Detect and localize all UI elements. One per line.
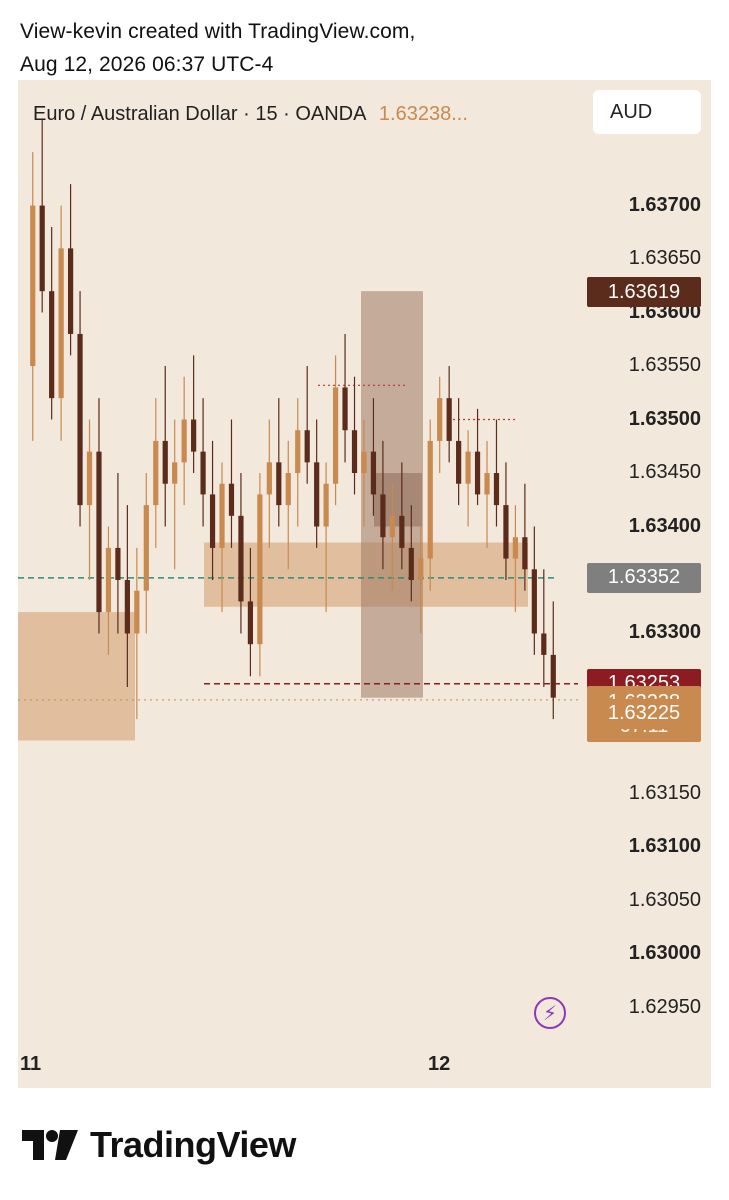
candle-body	[200, 451, 206, 495]
candle-body	[86, 451, 93, 506]
y-axis-label: 1.63050	[628, 888, 701, 911]
candle-body	[304, 430, 310, 463]
candle-body	[219, 483, 225, 548]
candle-body	[181, 419, 187, 463]
candle-body	[531, 569, 537, 634]
candle-body	[228, 483, 235, 516]
candle-body	[238, 515, 244, 602]
candle-body	[314, 462, 320, 527]
candle-body	[332, 387, 339, 484]
price-tag: 1.63619	[587, 277, 701, 308]
candle-body	[105, 547, 112, 613]
candle-body	[484, 473, 490, 495]
candle-body	[153, 440, 159, 506]
candle-body	[124, 580, 130, 634]
candle-body	[465, 451, 471, 484]
candle-body	[49, 291, 55, 399]
candle-body	[493, 473, 500, 506]
candle-body	[522, 537, 528, 570]
y-axis-label: 1.63500	[628, 407, 701, 430]
candle-body	[389, 515, 395, 538]
candle-body	[342, 387, 348, 431]
candle-body	[162, 440, 168, 484]
candle-body	[418, 558, 424, 580]
candle-body	[285, 473, 291, 506]
header-timestamp: Aug 12, 2026 06:37 UTC-4	[20, 53, 274, 76]
y-axis-label: 1.62950	[628, 995, 701, 1018]
y-axis-label: 1.63100	[628, 835, 701, 858]
x-axis-label: 11	[20, 1053, 42, 1075]
brand-name: TradingView	[90, 1124, 296, 1165]
candle-body	[96, 451, 102, 613]
brand: TradingView	[22, 1124, 296, 1166]
y-axis-label: 1.63650	[628, 247, 701, 270]
candle-body	[437, 398, 443, 441]
candle-body	[541, 633, 547, 655]
candle-body	[323, 483, 329, 527]
y-axis-label: 1.63300	[628, 621, 701, 644]
candle-body	[427, 440, 433, 559]
candle-body	[115, 547, 121, 580]
symbol-text: Euro / Australian Dollar · 15 · OANDA	[33, 103, 366, 125]
candle-body	[266, 462, 272, 495]
candle-body	[191, 419, 197, 452]
candle-body	[456, 440, 462, 484]
candle-body	[58, 248, 64, 399]
candle-body	[399, 515, 405, 548]
candle-body	[474, 451, 481, 495]
candle-body	[143, 505, 149, 591]
tradingview-logo-icon	[22, 1130, 78, 1160]
candle-body	[361, 451, 367, 474]
candle-body	[172, 462, 178, 484]
candle-body	[77, 333, 83, 506]
candle-body	[247, 601, 254, 645]
y-axis-label: 1.63550	[628, 354, 701, 377]
legend-last-price: 1.63238...	[378, 103, 468, 125]
candle-body	[276, 462, 282, 506]
candle-body	[351, 430, 358, 474]
y-axis-label: 1.63150	[628, 781, 701, 804]
y-axis-label: 1.63000	[628, 942, 701, 965]
price-tag: 1.63225	[587, 698, 701, 729]
y-axis-label: 1.63450	[628, 461, 701, 484]
currency-button[interactable]: AUD	[593, 90, 701, 134]
y-axis-label: 1.63700	[628, 193, 701, 216]
candle-body	[295, 430, 301, 474]
candle-body	[39, 205, 45, 292]
chart-legend: Euro / Australian Dollar · 15 · OANDA 1.…	[33, 103, 468, 126]
candle-body	[446, 398, 452, 441]
x-axis-label: 12	[428, 1053, 451, 1075]
candle-body	[370, 451, 377, 495]
header-title: View-kevin created with TradingView.com,	[20, 20, 416, 43]
candle-body	[67, 248, 74, 334]
candle-body	[408, 547, 414, 580]
candle-body	[503, 505, 509, 559]
demand-zone	[18, 612, 135, 741]
candlestick-chart[interactable]	[18, 80, 711, 1088]
candle-body	[134, 590, 140, 634]
candle-body	[550, 654, 556, 698]
y-axis-label: 1.63400	[628, 514, 701, 537]
lightning-icon[interactable]: ⚡	[534, 997, 566, 1029]
candle-body	[512, 537, 519, 559]
candle-body	[30, 205, 36, 367]
candle-body	[380, 494, 386, 538]
chart-area[interactable]: Euro / Australian Dollar · 15 · OANDA 1.…	[18, 80, 711, 1088]
candle-body	[209, 494, 216, 548]
price-tag: 1.63352	[587, 562, 701, 593]
candle-body	[257, 494, 263, 645]
